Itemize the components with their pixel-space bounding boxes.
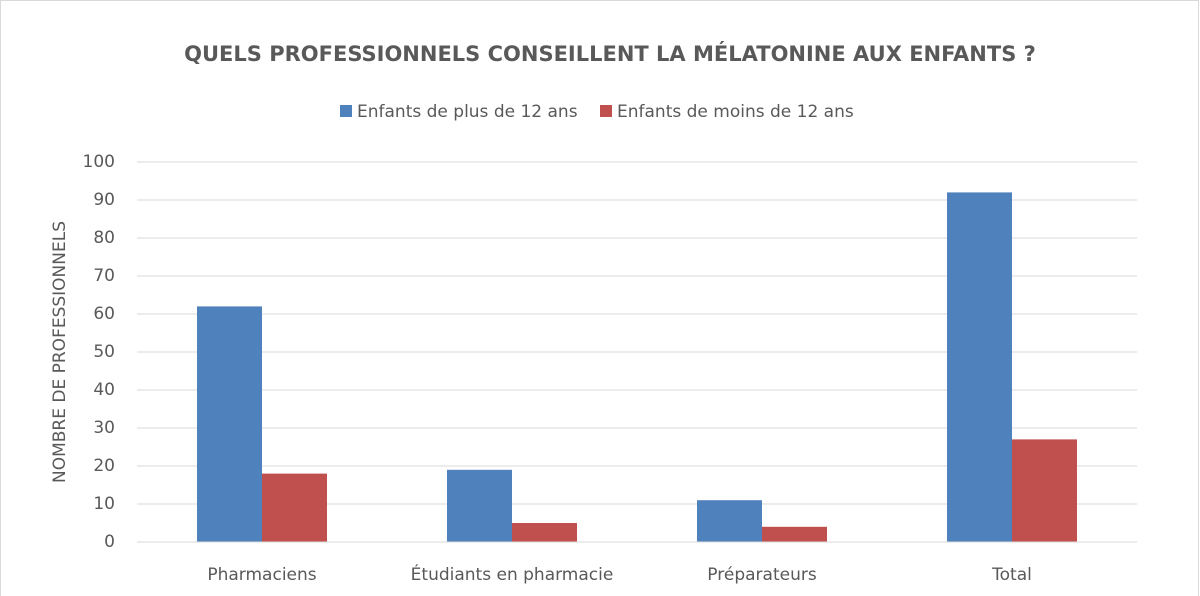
legend-swatch: [340, 105, 352, 117]
x-tick-label: Total: [991, 565, 1032, 585]
legend-label: Enfants de plus de 12 ans: [357, 102, 578, 122]
bar: [697, 500, 762, 542]
bar: [947, 192, 1012, 542]
bar: [262, 473, 327, 542]
bar: [762, 526, 827, 542]
y-tick-label: 20: [93, 456, 115, 476]
x-tick-label: Préparateurs: [707, 565, 817, 585]
y-tick-label: 60: [93, 304, 115, 324]
y-tick-label: 30: [93, 418, 115, 438]
x-tick-label: Pharmaciens: [207, 565, 316, 585]
bar: [197, 306, 262, 542]
y-tick-label: 100: [83, 152, 115, 172]
bar: [512, 523, 577, 542]
bar: [447, 469, 512, 542]
chart-title: QUELS PROFESSIONNELS CONSEILLENT LA MÉLA…: [184, 41, 1036, 66]
y-tick-label: 0: [104, 532, 115, 552]
legend-swatch: [600, 105, 612, 117]
y-tick-label: 10: [93, 494, 115, 514]
legend-label: Enfants de moins de 12 ans: [617, 102, 854, 122]
y-tick-label: 90: [93, 190, 115, 210]
x-tick-label: Étudiants en pharmacie: [411, 563, 614, 585]
y-tick-label: 80: [93, 228, 115, 248]
bar: [1012, 439, 1077, 542]
y-tick-label: 70: [93, 266, 115, 286]
y-tick-label: 50: [93, 342, 115, 362]
y-tick-label: 40: [93, 380, 115, 400]
y-axis-label: NOMBRE DE PROFESSIONNELS: [50, 221, 70, 483]
